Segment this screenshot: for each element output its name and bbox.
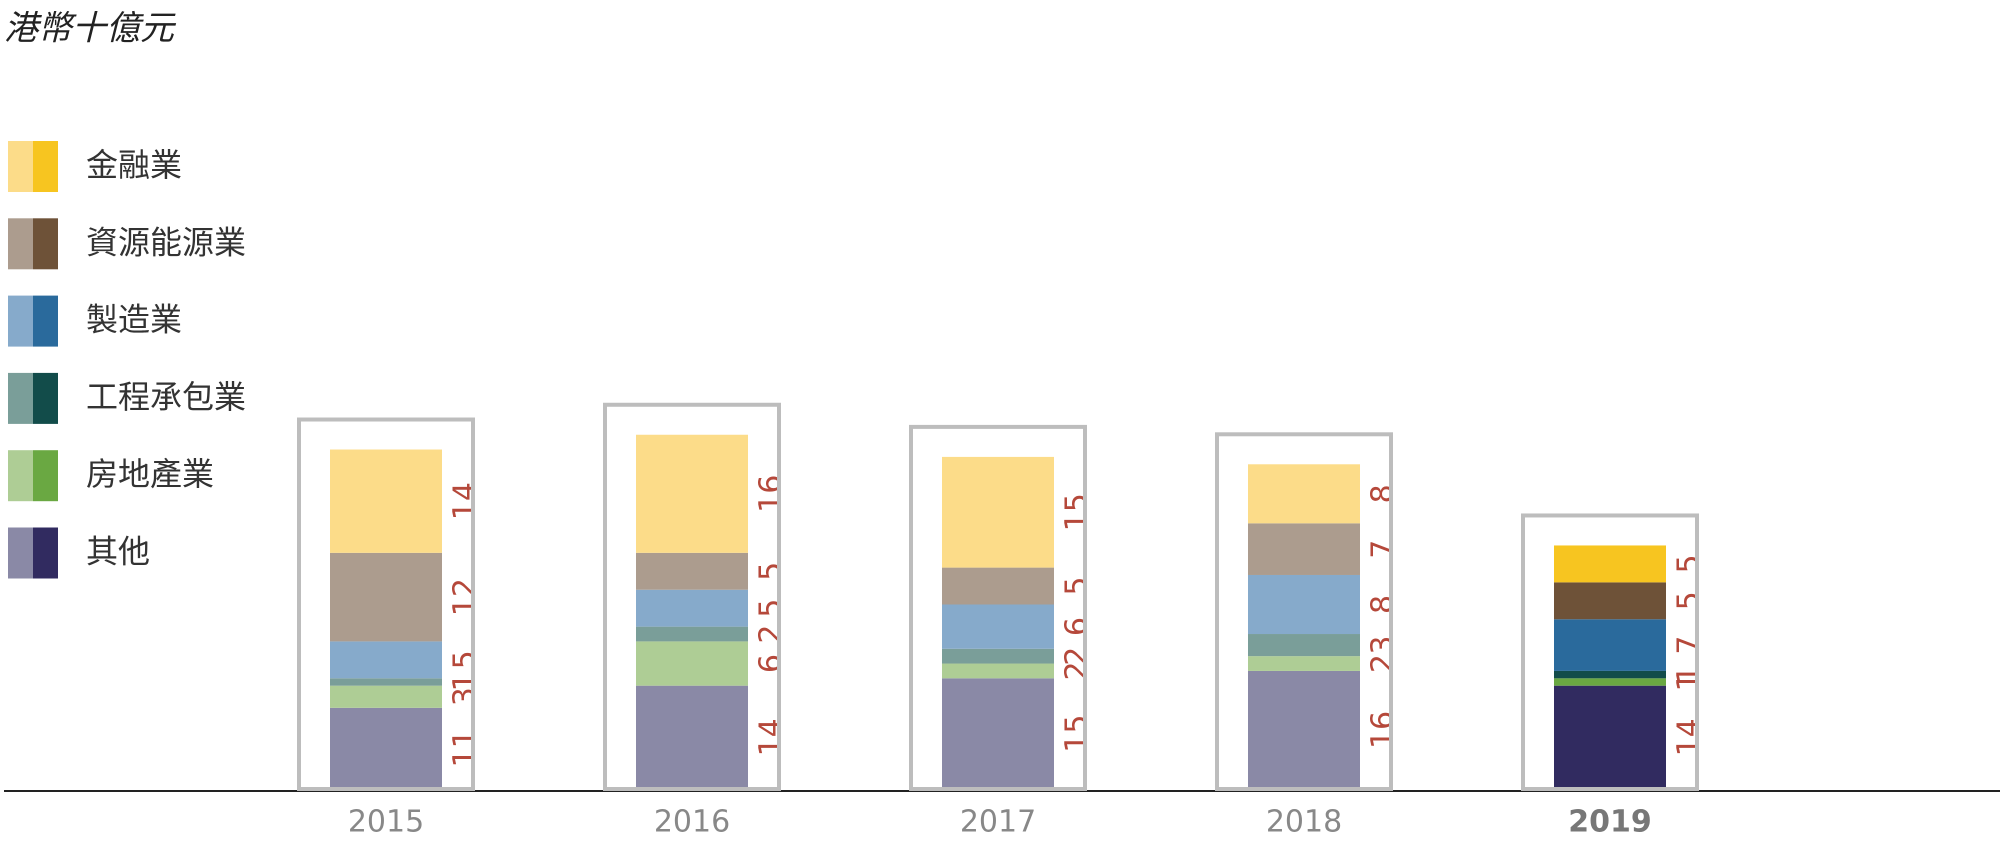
legend-label: 工程承包業: [86, 378, 246, 416]
bar-segment: [942, 663, 1054, 679]
value-label: 15: [1060, 493, 1095, 531]
legend-swatch: [8, 295, 33, 347]
value-label: 5: [1672, 591, 1707, 610]
bar-segment: [1554, 670, 1666, 679]
value-label: 5: [754, 562, 789, 581]
bar-segment: [1248, 523, 1360, 575]
value-label: 6: [1060, 617, 1095, 636]
legend-swatch: [8, 450, 33, 502]
legend-swatch: [8, 527, 33, 579]
value-label: 5: [1672, 554, 1707, 573]
legend-swatch: [33, 527, 58, 579]
unit-label: 港幣十億元: [4, 9, 177, 49]
value-label: 14: [448, 482, 483, 520]
bar-segment: [1554, 678, 1666, 686]
legend-label: 金融業: [86, 146, 182, 184]
bar-segment: [942, 567, 1054, 605]
bar-segment: [942, 678, 1054, 789]
value-label: 14: [754, 718, 789, 756]
legend-swatch: [8, 372, 33, 424]
bar-segment: [636, 641, 748, 686]
value-label: 1: [448, 672, 483, 691]
value-label: 5: [754, 599, 789, 618]
value-label: 3: [1366, 636, 1401, 655]
legend-swatch: [33, 450, 58, 502]
bar-segment: [330, 678, 442, 686]
value-label: 14: [1672, 718, 1707, 756]
value-label: 16: [754, 475, 789, 513]
legend-label: 其他: [86, 533, 150, 571]
bar-segment: [636, 434, 748, 553]
value-label: 7: [1366, 540, 1401, 559]
x-tick-label: 2015: [348, 805, 424, 840]
value-label: 1: [1672, 665, 1707, 684]
bar-segment: [330, 552, 442, 642]
bar-segment: [942, 648, 1054, 664]
bar-segment: [636, 626, 748, 642]
year-frame: [1215, 432, 1393, 791]
value-label: 8: [1366, 595, 1401, 614]
x-tick-label: 2018: [1266, 805, 1342, 840]
bar-segment: [1248, 656, 1360, 671]
x-tick-label: 2019: [1568, 805, 1652, 840]
bar-segment: [636, 552, 748, 590]
value-label: 12: [448, 578, 483, 616]
bar-segment: [942, 456, 1054, 568]
year-frame: [603, 402, 781, 791]
value-label: 5: [448, 650, 483, 669]
bar-segment: [1248, 574, 1360, 635]
legend-swatch: [33, 141, 58, 192]
bar-segment: [942, 604, 1054, 649]
bar-segment: [636, 589, 748, 627]
bar-segment: [1554, 685, 1666, 789]
value-label: 8: [1366, 484, 1401, 503]
legend-label: 資源能源業: [86, 223, 246, 261]
legend-label: 房地產業: [86, 455, 214, 493]
value-label: 2: [1060, 647, 1095, 666]
bar-segment: [1554, 619, 1666, 671]
year-frame: [1521, 513, 1699, 792]
bar-segment: [1248, 634, 1360, 657]
bar-segment: [330, 449, 442, 553]
bar-segment: [1248, 464, 1360, 524]
legend-swatch: [8, 141, 33, 192]
legend-label: 製造業: [86, 301, 182, 339]
value-label: 2: [754, 624, 789, 643]
bar-segment: [636, 685, 748, 789]
value-label: 16: [1366, 711, 1401, 749]
x-tick-label: 2017: [960, 805, 1036, 840]
legend-swatch: [33, 372, 58, 424]
legend-swatch: [33, 218, 58, 270]
legend-swatch: [33, 295, 58, 347]
x-tick-label: 2016: [654, 805, 730, 840]
bar-segment: [330, 685, 442, 708]
value-label: 7: [1672, 636, 1707, 655]
value-label: 11: [448, 729, 483, 767]
value-label: 5: [1060, 577, 1095, 596]
bar-segment: [1554, 582, 1666, 620]
bar-segment: [330, 641, 442, 679]
bar-segment: [1554, 545, 1666, 583]
bar-segment: [1248, 670, 1360, 789]
year-frame: [909, 424, 1087, 791]
value-label: 6: [754, 654, 789, 673]
legend-swatch: [8, 218, 33, 270]
value-label: 2: [1366, 654, 1401, 673]
value-label: 15: [1060, 715, 1095, 753]
bar-segment: [330, 707, 442, 789]
year-frame: [297, 417, 475, 791]
